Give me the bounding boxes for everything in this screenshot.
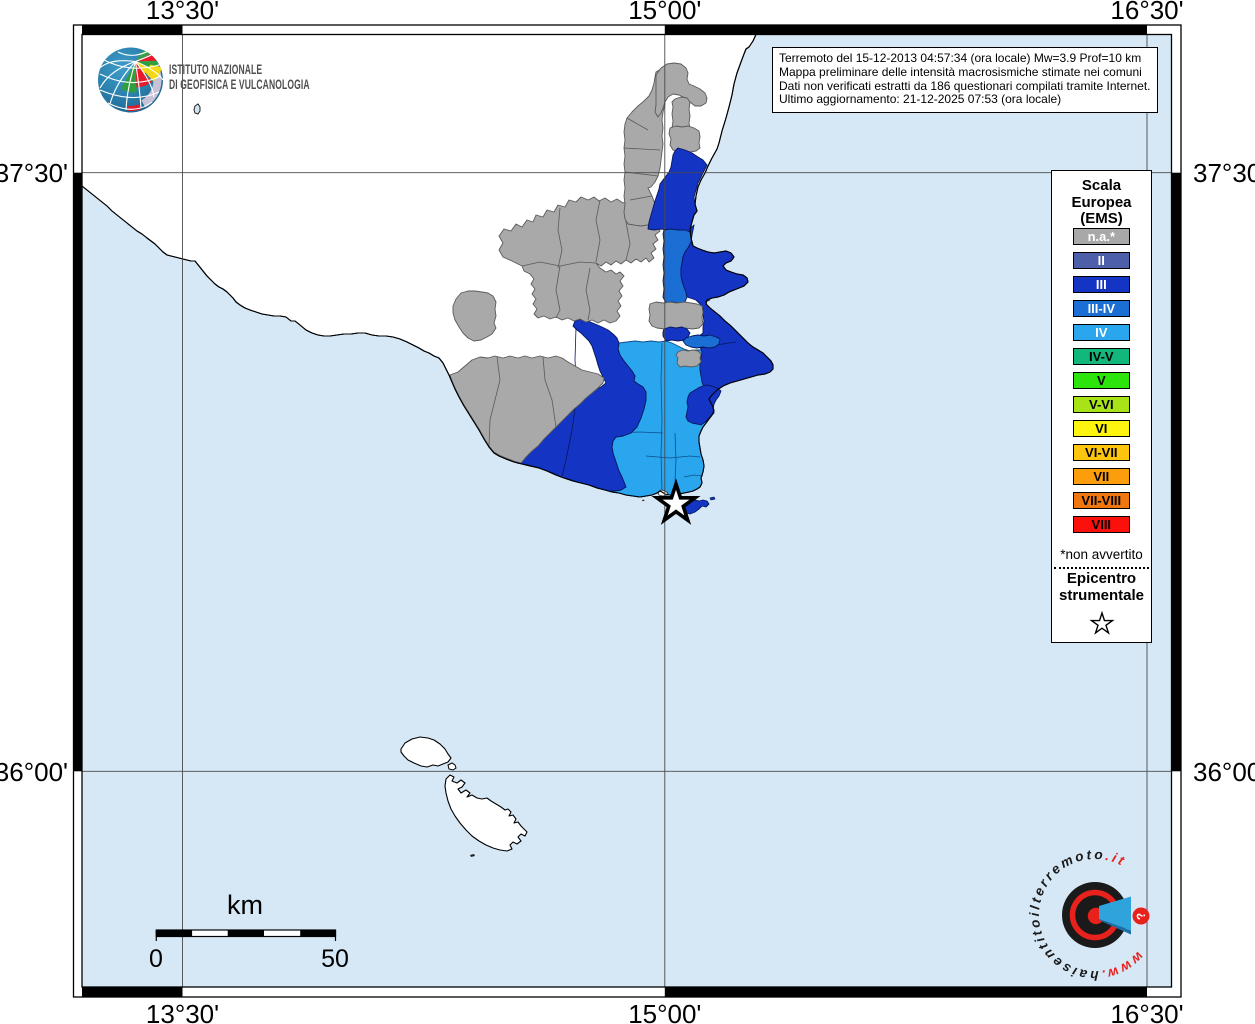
svg-text:km: km xyxy=(227,890,263,920)
svg-text:?: ? xyxy=(1133,911,1148,922)
svg-text:0: 0 xyxy=(149,945,163,973)
svg-text:ISTITUTO NAZIONALE: ISTITUTO NAZIONALE xyxy=(169,63,262,77)
svg-text:50: 50 xyxy=(321,945,349,973)
svg-text:DI GEOFISICA E VULCANOLOGIA: DI GEOFISICA E VULCANOLOGIA xyxy=(169,78,310,92)
